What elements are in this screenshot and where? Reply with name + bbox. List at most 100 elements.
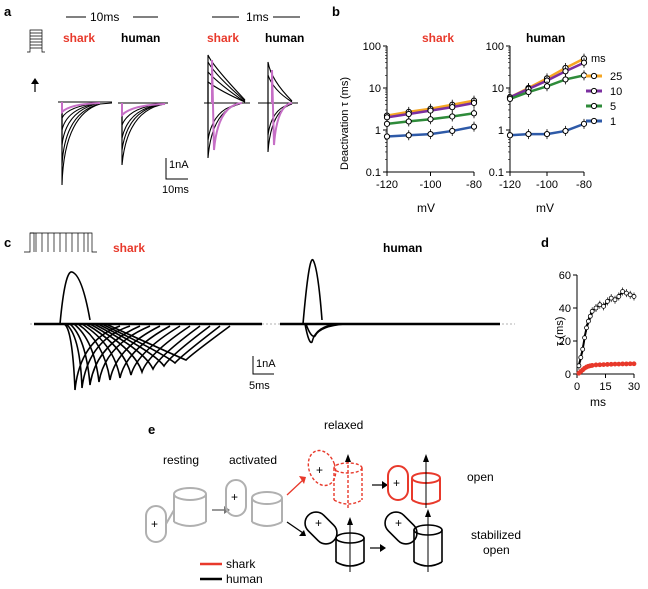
- panel-e-label: e: [148, 422, 155, 437]
- y-tick-label: 10: [369, 83, 381, 95]
- state-activated-label: activated: [229, 453, 277, 467]
- pore-arrow-icon: [345, 454, 351, 462]
- stabilized-state-human-diagram-1: [304, 511, 365, 567]
- data-point-10: [427, 107, 434, 114]
- chart-b2-xlabel: mV: [536, 201, 554, 215]
- voltage-protocol-a: [27, 29, 45, 53]
- chart-human-deactivation: 100 10 1 0.1-120 -100 -80: [486, 41, 592, 191]
- plus-stabilized-1: +: [315, 516, 322, 530]
- chart-b2-title: human: [526, 31, 565, 45]
- current-traces-shark-c: [34, 271, 262, 391]
- data-point: [608, 295, 614, 301]
- current-traces-human-c: [280, 259, 500, 344]
- panel-d-label: d: [541, 235, 549, 250]
- data-point-1: [562, 127, 569, 135]
- data-point-10: [580, 59, 588, 66]
- legend-marker-25: [590, 72, 598, 80]
- pore-arrow-icon: [347, 517, 353, 525]
- data-point: [580, 346, 586, 352]
- label-shark-a2: shark: [207, 31, 239, 45]
- plus-activated: +: [231, 490, 238, 504]
- data-point: [631, 361, 637, 367]
- chart-d-ylabel: τ (ms): [554, 317, 566, 346]
- arrowhead-icon: [380, 544, 386, 552]
- legend-shark-label: shark: [226, 557, 256, 571]
- y-tick-label: 40: [559, 303, 571, 315]
- scalebar-c-y-label: 1nA: [256, 358, 276, 370]
- current-traces-shark-1ms: [204, 54, 250, 159]
- label-human-a2: human: [265, 31, 304, 45]
- y-tick-label: 0.1: [489, 167, 504, 179]
- panel-a-label: a: [4, 4, 12, 19]
- y-tick-label: 60: [559, 270, 571, 282]
- pore-arrow-icon: [423, 454, 429, 462]
- legend-title: ms: [591, 53, 606, 65]
- data-point: [624, 290, 629, 296]
- stabilized-state-human-diagram-2: [384, 511, 443, 567]
- y-tick-label: 1: [375, 125, 381, 137]
- data-point: [601, 362, 606, 367]
- data-point: [593, 305, 599, 311]
- x-tick-label: 15: [599, 381, 611, 393]
- data-point: [605, 362, 610, 367]
- scalebar-c: [252, 356, 274, 375]
- data-point-1: [580, 120, 588, 127]
- resting-state-diagram: [145, 487, 207, 543]
- legend-marker-5: [590, 102, 598, 110]
- arrow-up-icon: [31, 78, 39, 92]
- label-shark-c: shark: [113, 241, 145, 255]
- pore-arrow-icon: [425, 509, 431, 517]
- current-traces-human-10ms: [118, 102, 168, 166]
- data-point: [620, 289, 625, 294]
- scalebar-c-x-label: 5ms: [249, 380, 270, 392]
- panel-b-label: b: [332, 4, 340, 19]
- scalebar-a-y-label: 1nA: [169, 159, 189, 171]
- chart-d-xlabel: ms: [590, 395, 606, 409]
- y-tick-label: 0.1: [366, 167, 381, 179]
- data-point: [586, 318, 591, 324]
- state-stabilized-label-2: open: [483, 543, 510, 557]
- data-point-5: [506, 95, 514, 103]
- data-point-5: [580, 72, 588, 79]
- data-point: [616, 361, 622, 367]
- label-shark-a1: shark: [63, 31, 95, 45]
- data-point: [597, 302, 603, 308]
- data-point-5: [562, 76, 569, 83]
- scale-10ms: 10ms: [90, 10, 119, 24]
- state-open-label: open: [467, 470, 494, 484]
- data-point-10: [562, 68, 569, 75]
- scalebar-a: [165, 158, 188, 180]
- state-relaxed-label: relaxed: [324, 418, 363, 432]
- legend-label-25: 25: [610, 71, 622, 83]
- voltage-protocol-c: [24, 232, 97, 253]
- legend-b: 25 10 5 1: [586, 71, 622, 128]
- current-traces-human-1ms: [258, 61, 298, 153]
- data-point-5: [525, 88, 532, 96]
- plus-stabilized-2: +: [395, 516, 402, 530]
- data-point: [601, 303, 606, 309]
- state-resting-label: resting: [163, 453, 199, 467]
- current-traces-shark-10ms: [58, 101, 113, 186]
- y-tick-label: 10: [492, 83, 504, 95]
- panel-c-label: c: [4, 235, 11, 250]
- x-tick-label: 0: [574, 381, 580, 393]
- scalebar-a-x-label: 10ms: [162, 184, 189, 196]
- arrow-to-stabilized: [286, 521, 304, 534]
- activated-state-diagram: [225, 479, 283, 527]
- data-point: [608, 361, 614, 367]
- legend-label-5: 5: [610, 101, 616, 113]
- data-point: [627, 292, 633, 298]
- data-point-5: [405, 118, 412, 125]
- data-point: [620, 361, 625, 367]
- data-point-10: [405, 110, 412, 118]
- data-point: [576, 363, 582, 369]
- x-tick-label: -100: [419, 179, 441, 191]
- x-tick-label: -80: [576, 179, 592, 191]
- data-point-1: [470, 123, 478, 130]
- y-tick-label: 100: [486, 41, 504, 53]
- data-point-5: [470, 110, 478, 117]
- arrowhead-icon: [299, 530, 306, 536]
- y-tick-label: 1: [498, 125, 504, 137]
- x-tick-label: -100: [536, 179, 558, 191]
